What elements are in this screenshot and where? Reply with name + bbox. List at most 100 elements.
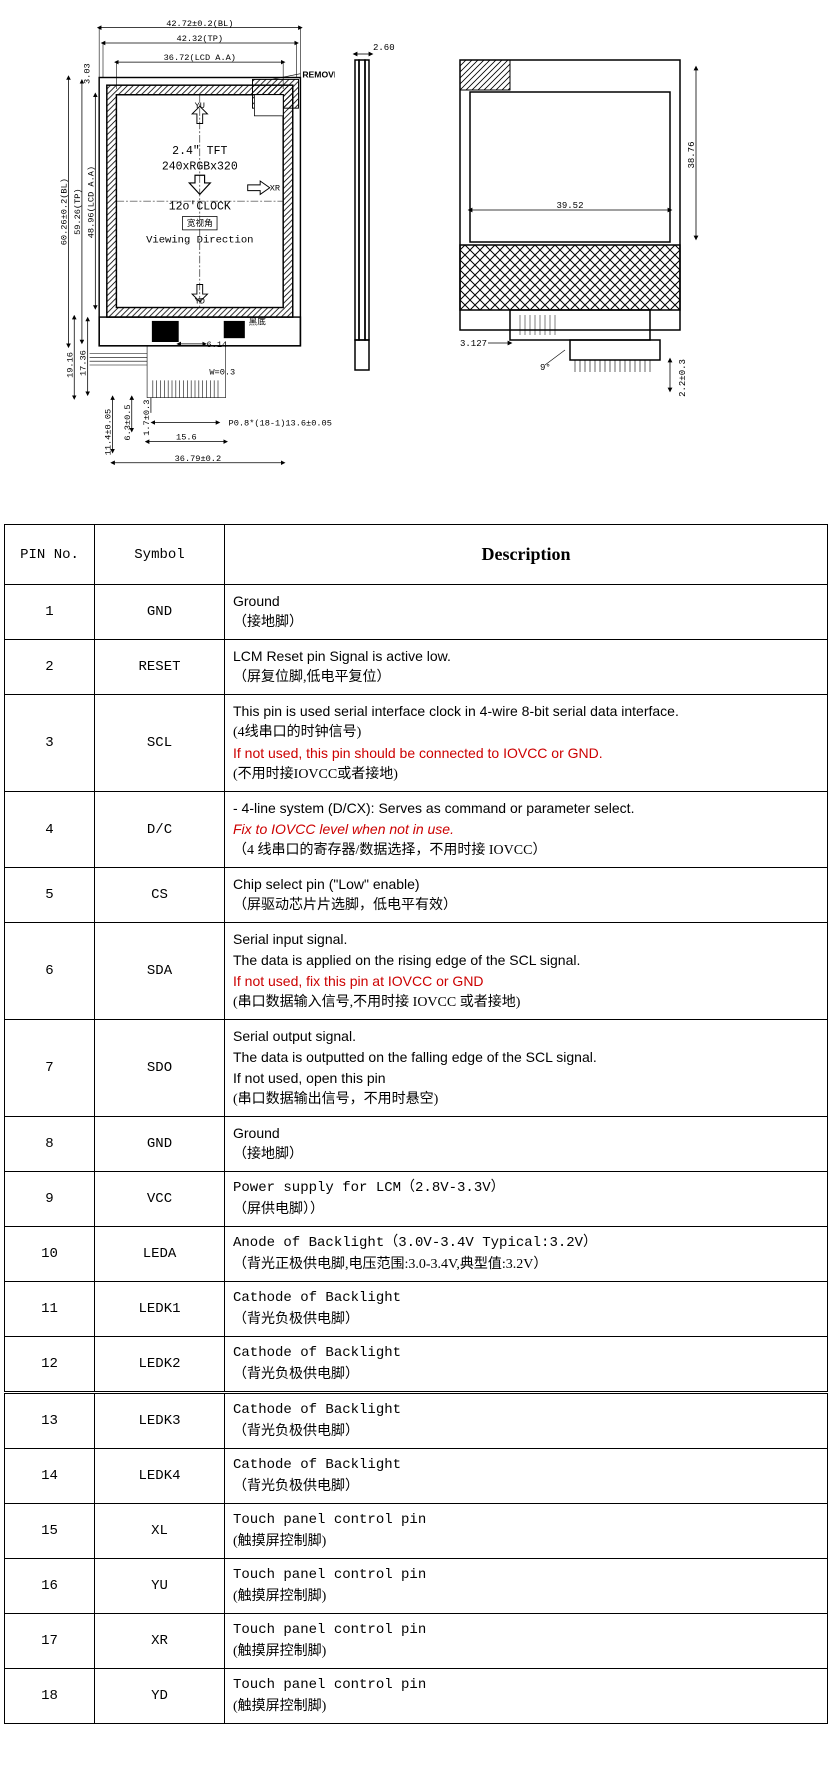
- desc-line: The data is applied on the rising edge o…: [233, 950, 819, 971]
- cell-pin: 4: [5, 792, 95, 868]
- table-row: 9VCCPower supply for LCM（2.8V-3.3V）（屏供电脚…: [5, 1172, 828, 1227]
- cell-description: Cathode of Backlight（背光负极供电脚）: [225, 1337, 828, 1393]
- cell-symbol: SCL: [95, 695, 225, 792]
- header-pin: PIN No.: [5, 525, 95, 585]
- desc-line: （屏供电脚））: [233, 1199, 819, 1220]
- black-label: 黑底: [249, 316, 267, 328]
- pin-description-table: PIN No. Symbol Description 1GNDGround（接地…: [4, 524, 828, 1724]
- desc-line: Cathode of Backlight: [233, 1455, 819, 1476]
- dim-pitch: P0.8*(18-1)13.6±0.05: [229, 418, 332, 428]
- cell-description: Cathode of Backlight（背光负极供电脚）: [225, 1449, 828, 1504]
- cell-pin: 15: [5, 1504, 95, 1559]
- dim-back-w: 39.52: [556, 201, 583, 211]
- table-row: 16YUTouch panel control pin(触摸屏控制脚): [5, 1559, 828, 1614]
- table-row: 12LEDK2Cathode of Backlight（背光负极供电脚）: [5, 1337, 828, 1393]
- cell-pin: 12: [5, 1337, 95, 1393]
- cell-symbol: LEDK2: [95, 1337, 225, 1393]
- dim-stub3: 1.7±0.3: [142, 400, 152, 436]
- desc-line: If not used, fix this pin at IOVCC or GN…: [233, 971, 819, 992]
- cell-description: Touch panel control pin(触摸屏控制脚): [225, 1669, 828, 1724]
- desc-line: Touch panel control pin: [233, 1675, 819, 1696]
- cell-symbol: LEDA: [95, 1227, 225, 1282]
- cell-pin: 11: [5, 1282, 95, 1337]
- cell-symbol: GND: [95, 1117, 225, 1172]
- desc-line: （背光正极供电脚,电压范围:3.0-3.4V,典型值:3.2V）: [233, 1254, 819, 1275]
- desc-line: - 4-line system (D/CX): Serves as comman…: [233, 798, 819, 819]
- desc-line: Power supply for LCM（2.8V-3.3V）: [233, 1178, 819, 1199]
- header-desc: Description: [225, 525, 828, 585]
- back-view-drawing: 38.76 39.52 3.127 9° 2.2±0.3: [440, 50, 740, 430]
- cell-pin: 3: [5, 695, 95, 792]
- desc-line: Serial input signal.: [233, 929, 819, 950]
- cell-pin: 17: [5, 1614, 95, 1669]
- dim-top3: 36.72(LCD A.A): [164, 53, 236, 63]
- table-row: 13LEDK3Cathode of Backlight（背光负极供电脚）: [5, 1393, 828, 1449]
- dim-side-val: 3.127: [460, 339, 487, 349]
- cell-pin: 8: [5, 1117, 95, 1172]
- desc-line: This pin is used serial interface clock …: [233, 701, 819, 722]
- cell-pin: 7: [5, 1020, 95, 1117]
- cell-pin: 10: [5, 1227, 95, 1282]
- desc-line: If not used, open this pin: [233, 1068, 819, 1089]
- dim-back-bot: 2.2±0.3: [678, 359, 688, 397]
- table-row: 18YDTouch panel control pin(触摸屏控制脚): [5, 1669, 828, 1724]
- cell-description: Ground（接地脚）: [225, 585, 828, 640]
- cell-pin: 1: [5, 585, 95, 640]
- dim-top2: 42.32(TP): [177, 34, 224, 44]
- table-row: 3SCL This pin is used serial interface cl…: [5, 695, 828, 792]
- cell-pin: 16: [5, 1559, 95, 1614]
- table-row: 17XRTouch panel control pin(触摸屏控制脚): [5, 1614, 828, 1669]
- desc-line: （背光负极供电脚）: [233, 1309, 819, 1330]
- dim-left2: 59.26(TP): [73, 188, 83, 234]
- cell-symbol: XR: [95, 1614, 225, 1669]
- desc-line: (触摸屏控制脚): [233, 1586, 819, 1607]
- cell-pin: 18: [5, 1669, 95, 1724]
- table-row: 6SDASerial input signal.The data is appl…: [5, 923, 828, 1020]
- cell-description: This pin is used serial interface clock …: [225, 695, 828, 792]
- table-row: 5CSChip select pin ("Low" enable)（屏驱动芯片片…: [5, 868, 828, 923]
- cell-description: Touch panel control pin(触摸屏控制脚): [225, 1614, 828, 1669]
- cell-description: Ground（接地脚）: [225, 1117, 828, 1172]
- desc-line: (4线串口的时钟信号): [233, 722, 819, 743]
- dim-back-h: 38.76: [687, 141, 697, 168]
- cell-symbol: GND: [95, 585, 225, 640]
- desc-line: (触摸屏控制脚): [233, 1696, 819, 1717]
- cell-pin: 2: [5, 640, 95, 695]
- desc-line: (不用时接IOVCC或者接地): [233, 764, 819, 785]
- table-row: 7SDOSerial output signal.The data is out…: [5, 1020, 828, 1117]
- cell-symbol: SDO: [95, 1020, 225, 1117]
- desc-line: Serial output signal.: [233, 1026, 819, 1047]
- cell-symbol: VCC: [95, 1172, 225, 1227]
- table-row: 11LEDK1Cathode of Backlight（背光负极供电脚）: [5, 1282, 828, 1337]
- cell-description: Power supply for LCM（2.8V-3.3V）（屏供电脚））: [225, 1172, 828, 1227]
- desc-line: Touch panel control pin: [233, 1620, 819, 1641]
- desc-line: （背光负极供电脚）: [233, 1364, 819, 1385]
- cell-description: Serial output signal.The data is outputt…: [225, 1020, 828, 1117]
- cell-symbol: SDA: [95, 923, 225, 1020]
- cell-description: Chip select pin ("Low" enable)（屏驱动芯片片选脚，…: [225, 868, 828, 923]
- dim-left3: 48.96(LCD A.A): [86, 166, 96, 238]
- cell-description: Serial input signal.The data is applied …: [225, 923, 828, 1020]
- dim-fpc-w: W=0.3: [209, 368, 235, 378]
- dim-stub2: 6.3±0.5: [123, 404, 133, 440]
- cell-symbol: YU: [95, 1559, 225, 1614]
- desc-line: (触摸屏控制脚): [233, 1531, 819, 1552]
- front-view-drawing: 42.72±0.2(BL) 42.32(TP) 36.72(LCD A.A) 6…: [55, 20, 335, 480]
- cell-description: Touch panel control pin(触摸屏控制脚): [225, 1504, 828, 1559]
- mechanical-diagram: 42.72±0.2(BL) 42.32(TP) 36.72(LCD A.A) 6…: [0, 0, 833, 520]
- table-row: 1GNDGround（接地脚）: [5, 585, 828, 640]
- cell-description: Touch panel control pin(触摸屏控制脚): [225, 1559, 828, 1614]
- cell-symbol: RESET: [95, 640, 225, 695]
- desc-line: （接地脚）: [233, 1144, 819, 1165]
- cell-symbol: CS: [95, 868, 225, 923]
- desc-line: (串口数据输出信号，不用时悬空): [233, 1089, 819, 1110]
- cell-pin: 5: [5, 868, 95, 923]
- cell-symbol: LEDK4: [95, 1449, 225, 1504]
- header-symbol: Symbol: [95, 525, 225, 585]
- table-header-row: PIN No. Symbol Description: [5, 525, 828, 585]
- cell-symbol: D/C: [95, 792, 225, 868]
- table-row: 4D/C - 4-line system (D/CX): Serves as co…: [5, 792, 828, 868]
- table-row: 10LEDAAnode of Backlight（3.0V-3.4V Typic…: [5, 1227, 828, 1282]
- cell-symbol: LEDK1: [95, 1282, 225, 1337]
- cell-symbol: LEDK3: [95, 1393, 225, 1449]
